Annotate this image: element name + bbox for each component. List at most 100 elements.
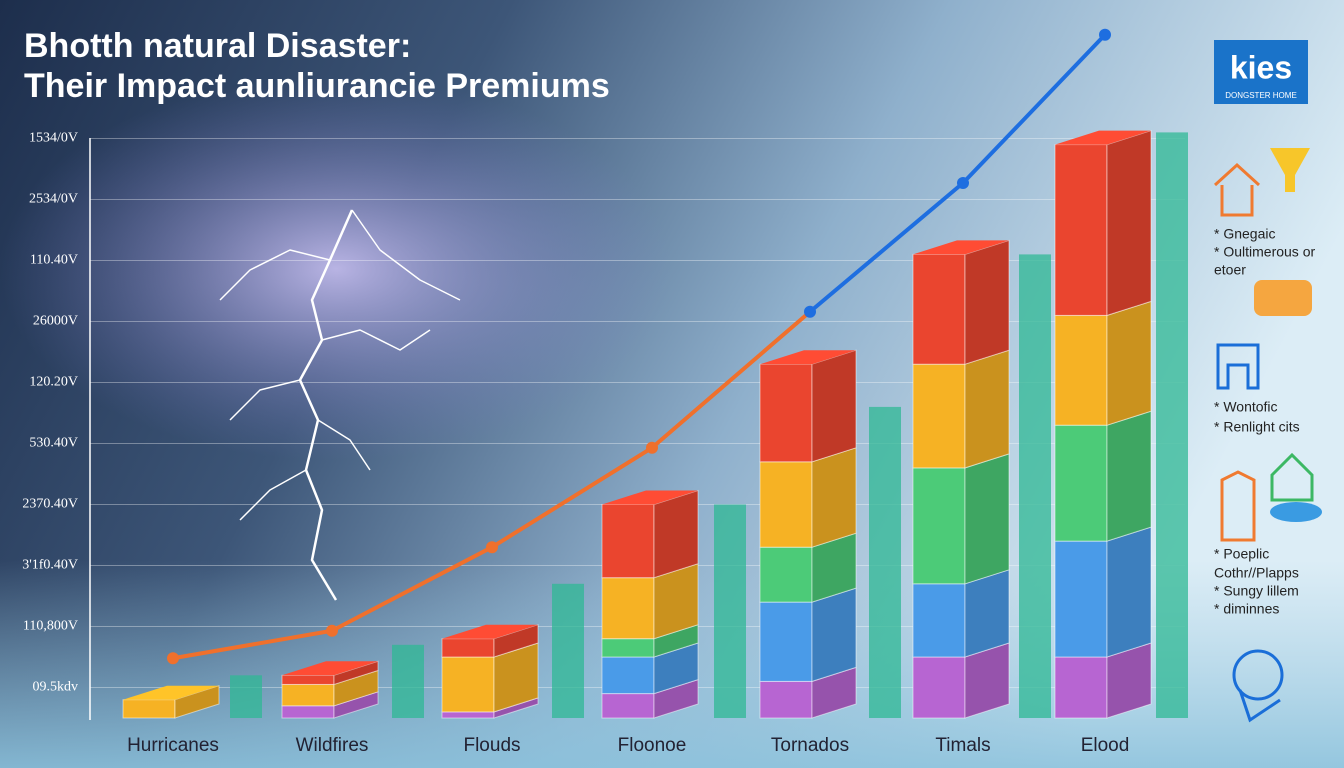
bar-segment — [281, 674, 335, 685]
bar-segment — [1054, 424, 1108, 542]
icon — [1254, 280, 1312, 316]
bar-top — [602, 490, 698, 505]
side-note: * Oultimerous or — [1214, 244, 1315, 260]
bar-segment — [759, 461, 813, 548]
bar-top — [442, 624, 538, 639]
bar-segment — [122, 699, 176, 719]
side-note: etoer — [1214, 262, 1246, 278]
bar-segment — [912, 467, 966, 585]
bar-top — [282, 661, 378, 676]
x-tick-label: Hurricanes — [127, 735, 219, 756]
bar-segment — [759, 363, 813, 463]
side-bar — [1019, 254, 1051, 718]
bar-side — [964, 453, 1010, 585]
side-bar — [230, 675, 262, 718]
bar-side — [333, 660, 379, 686]
bar-segment — [601, 656, 655, 695]
side-panel: kies DONGSTER HOME * Gnegaic * Oultimero… — [1213, 40, 1322, 723]
y-tick-label: 1534/0V — [29, 131, 78, 146]
bar-segment — [759, 601, 813, 682]
logo-title: kies — [1230, 49, 1292, 85]
title-line: Bhotth natural Disaster: — [24, 27, 411, 65]
y-tick-label: 09.5kdv — [33, 680, 79, 695]
bar-top — [123, 685, 219, 700]
icon — [1232, 649, 1284, 701]
bar-side — [811, 587, 857, 683]
bar-segment — [1054, 144, 1108, 316]
side-note: * Gnegaic — [1214, 226, 1275, 242]
icon — [1238, 689, 1281, 723]
bar-segment — [1054, 314, 1108, 426]
icon — [1213, 162, 1261, 217]
bar-segment — [912, 656, 966, 719]
bar-segment — [281, 705, 335, 719]
bar-top — [1055, 130, 1151, 145]
side-note: * Renlight cits — [1214, 419, 1300, 435]
trend-point — [1099, 28, 1111, 41]
bar-side — [964, 569, 1010, 658]
bar-side — [1106, 300, 1152, 426]
x-tick-label: Tornados — [771, 735, 849, 756]
logo-subtitle: DONGSTER HOME — [1225, 91, 1297, 100]
trend-segment — [172, 628, 333, 661]
side-note: Cothr//Plapps — [1214, 565, 1299, 581]
icon — [1270, 502, 1322, 522]
side-note: * Poeplic — [1214, 546, 1269, 562]
trend-segment — [808, 181, 965, 314]
bar-side — [1106, 129, 1152, 317]
bar-segment — [759, 680, 813, 719]
bar-side — [1106, 410, 1152, 542]
icon — [1270, 452, 1314, 502]
bar-segment — [759, 546, 813, 603]
side-note: * diminnes — [1214, 601, 1279, 617]
side-note: * Sungy lillem — [1214, 583, 1299, 599]
bar-top — [760, 350, 856, 365]
trend-segment — [961, 33, 1107, 185]
trend-point — [486, 541, 498, 554]
side-bar — [1156, 132, 1188, 718]
logo-box — [1214, 40, 1308, 104]
bar-segment — [912, 583, 966, 658]
x-tick-label: Timals — [935, 735, 990, 756]
bar-segment — [912, 253, 966, 365]
y-tick-label: 3'1f0.40V — [22, 558, 78, 573]
bar-segment — [601, 577, 655, 640]
y-tick-label: 2370.40V — [22, 497, 78, 512]
x-tick-label: Elood — [1081, 735, 1130, 756]
trend-segment — [490, 446, 654, 549]
bar-segment — [281, 683, 335, 707]
bar-segment — [912, 363, 966, 469]
bar-side — [653, 489, 699, 579]
side-bar — [714, 504, 746, 718]
trend-segment — [650, 310, 812, 450]
y-tick-label: 2534/0V — [29, 192, 78, 207]
y-tick-label: 120.20V — [29, 375, 78, 390]
x-tick-label: Floonoe — [618, 735, 687, 756]
y-tick-label: 530.40V — [29, 436, 78, 451]
bar-side — [1106, 526, 1152, 658]
side-bar — [552, 583, 584, 718]
trend-point — [646, 441, 658, 454]
trend-point — [167, 652, 179, 665]
side-note: * Wontofic — [1214, 399, 1278, 415]
bar-segment — [1054, 656, 1108, 719]
trend-point — [326, 624, 338, 637]
bar-segment — [441, 638, 495, 658]
bar-segment — [441, 656, 495, 713]
lightning — [219, 209, 461, 601]
trend-point — [957, 177, 969, 190]
trend-segment — [331, 545, 493, 633]
bar-segment — [1054, 540, 1108, 658]
bar-side — [493, 624, 539, 658]
icon — [1220, 470, 1256, 542]
trend-point — [804, 305, 816, 318]
side-bar — [392, 644, 424, 718]
bar-segment — [601, 693, 655, 719]
bar-top — [913, 240, 1009, 255]
bar-side — [174, 685, 220, 719]
icon — [1216, 343, 1260, 390]
bar-side — [811, 447, 857, 548]
